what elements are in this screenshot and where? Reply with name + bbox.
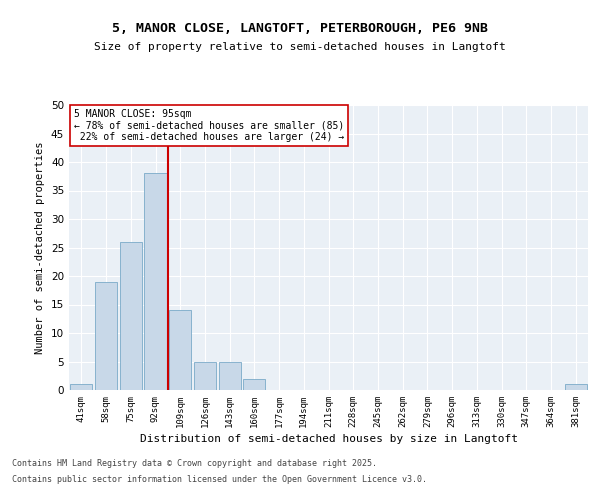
X-axis label: Distribution of semi-detached houses by size in Langtoft: Distribution of semi-detached houses by …: [139, 434, 517, 444]
Bar: [119, 242, 142, 390]
Bar: [95, 282, 117, 390]
Bar: [70, 384, 92, 390]
Bar: [218, 362, 241, 390]
Bar: [169, 310, 191, 390]
Bar: [565, 384, 587, 390]
Text: Contains HM Land Registry data © Crown copyright and database right 2025.: Contains HM Land Registry data © Crown c…: [12, 460, 377, 468]
Bar: [194, 362, 216, 390]
Bar: [243, 378, 265, 390]
Y-axis label: Number of semi-detached properties: Number of semi-detached properties: [35, 141, 46, 354]
Text: Contains public sector information licensed under the Open Government Licence v3: Contains public sector information licen…: [12, 474, 427, 484]
Text: 5, MANOR CLOSE, LANGTOFT, PETERBOROUGH, PE6 9NB: 5, MANOR CLOSE, LANGTOFT, PETERBOROUGH, …: [112, 22, 488, 36]
Text: Size of property relative to semi-detached houses in Langtoft: Size of property relative to semi-detach…: [94, 42, 506, 52]
Bar: [145, 174, 167, 390]
Text: 5 MANOR CLOSE: 95sqm
← 78% of semi-detached houses are smaller (85)
 22% of semi: 5 MANOR CLOSE: 95sqm ← 78% of semi-detac…: [74, 110, 344, 142]
